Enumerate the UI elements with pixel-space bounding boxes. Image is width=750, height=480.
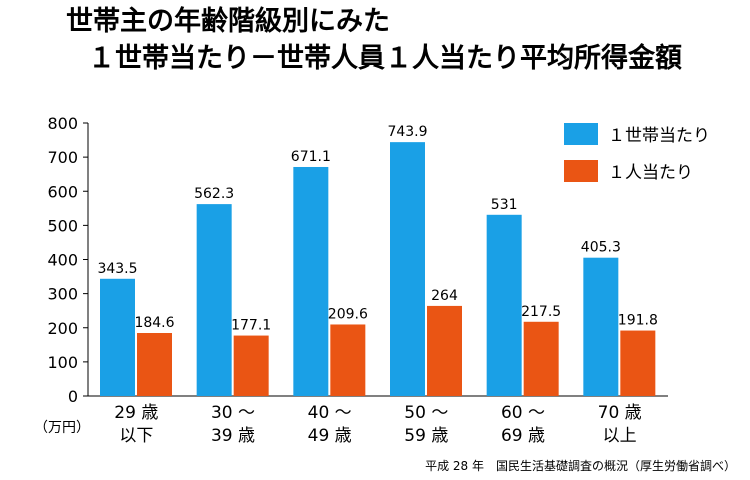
x-tick-label: 59 歳 <box>404 426 448 446</box>
legend-swatch <box>564 123 598 145</box>
bar-household <box>293 166 329 396</box>
bar-per-person <box>427 305 462 396</box>
bar-household <box>196 204 232 396</box>
x-tick-label: 29 歳 <box>114 403 158 423</box>
x-tick-label: 30 〜 <box>211 403 255 423</box>
data-label: 184.6 <box>134 315 174 331</box>
y-tick-label: 700 <box>47 148 78 167</box>
x-tick-label: 60 〜 <box>501 403 545 423</box>
legend-swatch <box>564 160 598 182</box>
bar-per-person <box>523 321 559 396</box>
data-label: 209.6 <box>328 306 368 322</box>
bar-per-person <box>137 333 172 396</box>
bar-per-person <box>233 335 269 396</box>
x-tick-label: 69 歳 <box>501 426 545 446</box>
data-label: 743.9 <box>387 124 427 140</box>
bar-household <box>583 257 619 396</box>
data-label: 217.5 <box>521 304 561 320</box>
y-axis-label: （万円） <box>34 420 90 436</box>
y-tick-label: 100 <box>47 353 78 372</box>
y-tick-label: 200 <box>47 319 78 338</box>
source-note: 平成 28 年 国民生活基礎調査の概況（厚生労働省調べ） <box>425 459 736 473</box>
chart-title-line-2: １世帯当たり－世帯人員１人当たり平均所得金額 <box>88 43 682 74</box>
legend-label: １人当たり <box>608 163 693 183</box>
y-tick-label: 400 <box>47 251 78 270</box>
data-label: 191.8 <box>618 313 658 329</box>
x-tick-label: 50 〜 <box>404 403 448 423</box>
y-tick-label: 500 <box>47 216 78 235</box>
data-label: 671.1 <box>291 149 331 165</box>
data-label: 177.1 <box>231 318 271 334</box>
bar-per-person <box>620 330 656 396</box>
data-label: 405.3 <box>581 240 621 256</box>
data-label: 343.5 <box>97 261 137 277</box>
x-tick-label: 49 歳 <box>308 426 352 446</box>
bar-household <box>100 278 135 396</box>
data-label: 562.3 <box>194 186 234 202</box>
bar-per-person <box>330 324 366 396</box>
chart-title-line-1: 世帯主の年齢階級別にみた <box>66 6 390 37</box>
x-tick-label: 70 歳 <box>598 403 642 423</box>
y-tick-label: 600 <box>47 182 78 201</box>
legend-label: １世帯当たり <box>608 126 710 146</box>
bar-household <box>486 214 522 396</box>
x-tick-label: 39 歳 <box>211 426 255 446</box>
y-tick-label: 800 <box>47 114 78 133</box>
x-tick-label: 以下 <box>119 426 153 446</box>
data-label: 264 <box>431 288 458 304</box>
x-tick-label: 40 〜 <box>308 403 352 423</box>
x-tick-label: 以上 <box>603 426 637 446</box>
y-tick-label: 300 <box>47 285 78 304</box>
bar-household <box>390 142 425 396</box>
data-label: 531 <box>491 197 518 213</box>
y-tick-label: 0 <box>68 387 78 406</box>
